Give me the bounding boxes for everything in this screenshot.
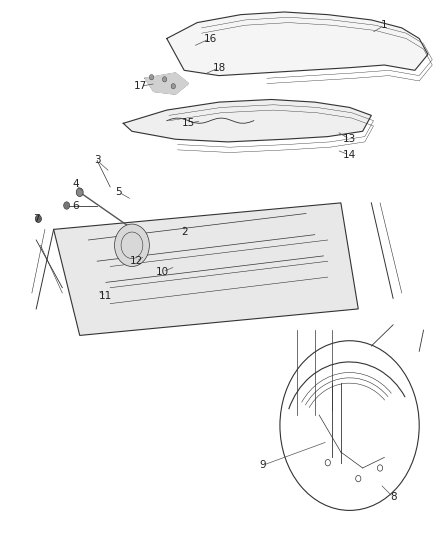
Text: 18: 18 [212,63,226,72]
Text: 7: 7 [33,214,39,224]
Text: 15: 15 [182,118,195,128]
Text: 13: 13 [343,134,356,144]
Circle shape [149,75,154,80]
Text: 14: 14 [343,150,356,160]
Circle shape [64,202,70,209]
Text: 3: 3 [94,156,100,165]
Polygon shape [53,203,358,335]
Text: 11: 11 [99,290,113,301]
Text: 6: 6 [72,200,79,211]
Text: 2: 2 [181,227,187,237]
Circle shape [35,215,42,222]
Text: 1: 1 [381,20,388,30]
Polygon shape [123,100,371,142]
Polygon shape [145,73,188,94]
Text: 9: 9 [259,461,266,470]
Text: 16: 16 [204,34,217,44]
Text: 5: 5 [116,187,122,197]
Polygon shape [167,12,428,76]
Text: 12: 12 [130,256,143,266]
Circle shape [76,188,83,197]
Circle shape [115,224,149,266]
Text: 8: 8 [390,492,396,502]
Circle shape [162,77,167,82]
Circle shape [171,84,176,89]
Text: 4: 4 [72,179,79,189]
Text: 17: 17 [134,81,147,91]
Text: 10: 10 [156,267,169,277]
